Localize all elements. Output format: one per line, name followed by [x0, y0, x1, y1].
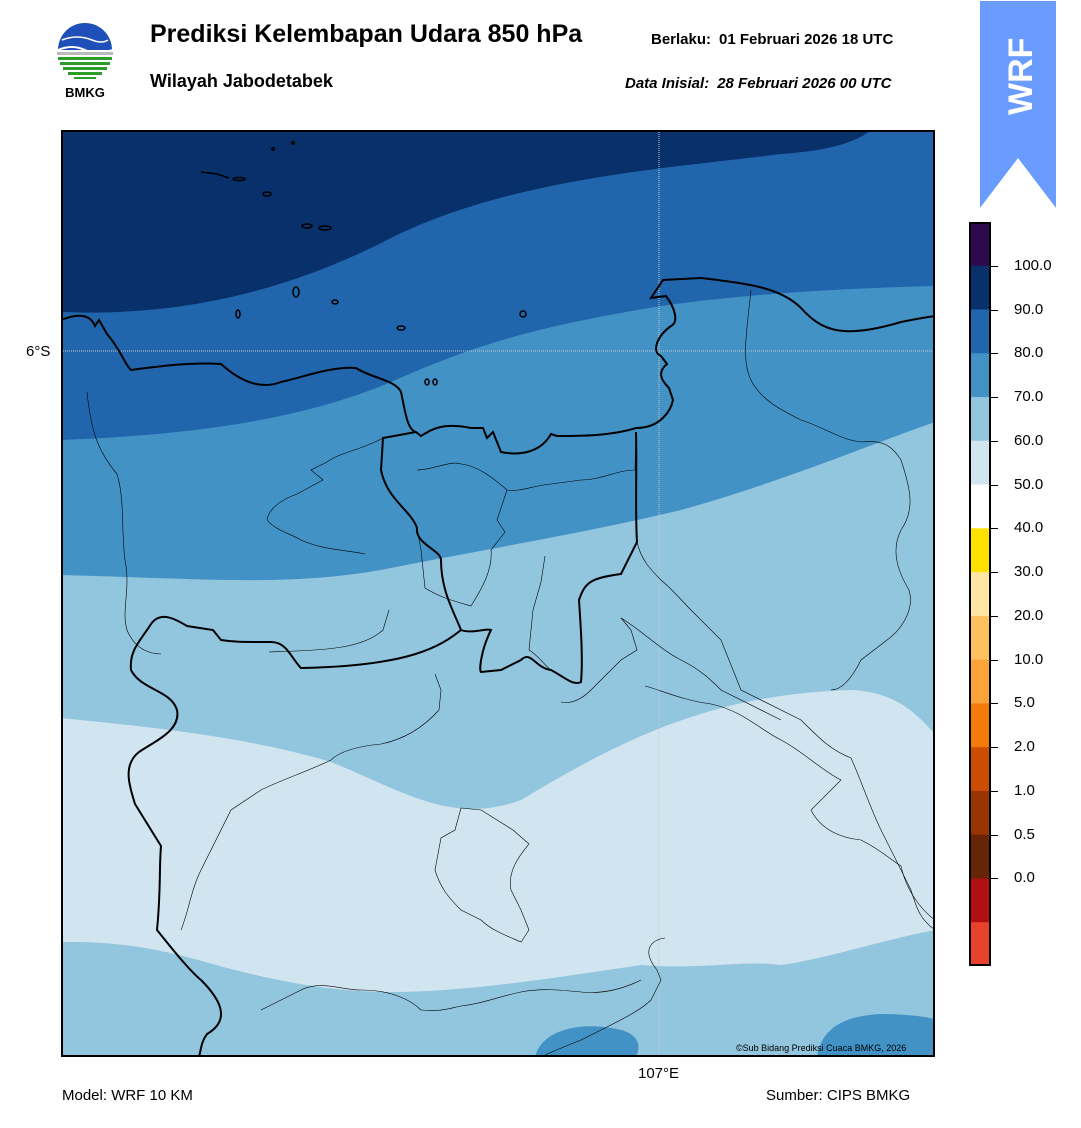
colorbar-swatch: [969, 572, 991, 617]
colorbar: [969, 222, 991, 966]
colorbar-swatch: [969, 528, 991, 573]
wrf-badge-text: WRF: [1002, 38, 1040, 115]
colorbar-swatches: [969, 222, 991, 966]
colorbar-swatch: [969, 834, 991, 879]
colorbar-swatch: [969, 265, 991, 311]
colorbar-swatch: [969, 222, 991, 267]
bmkg-logo-icon: [57, 23, 113, 79]
colorbar-tick: [991, 835, 998, 836]
model-info: Model: WRF 10 KM: [62, 1087, 193, 1104]
init-time-line: Data Inisial: 28 Februari 2026 00 UTC: [625, 75, 891, 92]
colorbar-label: 80.0: [1014, 344, 1044, 361]
regency-boundaries: [86, 289, 935, 1057]
provincial-boundary: [379, 431, 639, 684]
colorbar-tick: [991, 266, 998, 267]
colorbar-tick: [991, 878, 998, 879]
source-info: Sumber: CIPS BMKG: [766, 1087, 911, 1104]
colorbar-label: 70.0: [1014, 388, 1044, 405]
colorbar-tick: [991, 572, 998, 573]
colorbar-label: 60.0: [1014, 432, 1044, 449]
provincial-boundary: [127, 615, 462, 1057]
valid-time-label: Berlaku:: [651, 31, 712, 48]
colorbar-tick: [991, 791, 998, 792]
colorbar-label: 2.0: [1014, 738, 1035, 755]
coastline: [61, 276, 935, 455]
colorbar-swatch: [969, 484, 991, 529]
colorbar-label: 0.0: [1014, 869, 1035, 886]
colorbar-label: 40.0: [1014, 519, 1044, 536]
islands: [200, 140, 527, 386]
humidity-band-50-60: [61, 690, 935, 992]
colorbar-swatch: [969, 747, 991, 792]
colorbar-tick: [991, 310, 998, 311]
colorbar-tick: [991, 660, 998, 661]
colorbar-label: 100.0: [1014, 257, 1052, 274]
colorbar-tick: [991, 703, 998, 704]
colorbar-swatch: [969, 353, 991, 398]
colorbar-tick: [991, 397, 998, 398]
colorbar-swatch: [969, 615, 991, 661]
colorbar-tick: [991, 441, 998, 442]
colorbar-swatch: [969, 878, 991, 923]
colorbar-swatch: [969, 440, 991, 486]
valid-time-value: 01 Februari 2026 18 UTC: [719, 31, 894, 48]
wrf-badge: WRF: [980, 1, 1056, 208]
colorbar-label: 20.0: [1014, 607, 1044, 624]
colorbar-label: 10.0: [1014, 651, 1044, 668]
colorbar-label: 0.5: [1014, 826, 1035, 843]
map-subtitle: Wilayah Jabodetabek: [150, 71, 333, 91]
logo-text: BMKG: [65, 85, 105, 100]
latitude-label: 6°S: [26, 343, 51, 360]
init-time-label: Data Inisial:: [625, 75, 710, 92]
colorbar-tick: [991, 485, 998, 486]
colorbar-label: 50.0: [1014, 476, 1044, 493]
colorbar-label: 5.0: [1014, 694, 1035, 711]
map-frame: [61, 130, 935, 1057]
colorbar-swatch: [969, 922, 991, 966]
longitude-label: 107°E: [638, 1065, 680, 1082]
humidity-map: [61, 130, 935, 1057]
humidity-band-70-80-southeast: [817, 1014, 935, 1057]
valid-time-line: Berlaku: 01 Februari 2026 18 UTC: [651, 31, 893, 48]
colorbar-label: 90.0: [1014, 301, 1044, 318]
colorbar-swatch: [969, 309, 991, 354]
colorbar-label: 1.0: [1014, 782, 1035, 799]
colorbar-swatch: [969, 659, 991, 704]
colorbar-tick: [991, 353, 998, 354]
colorbar-swatch: [969, 790, 991, 836]
colorbar-tick: [991, 616, 998, 617]
map-title: Prediksi Kelembapan Udara 850 hPa: [150, 20, 583, 48]
humidity-band-70-80-south: [535, 1026, 639, 1057]
colorbar-swatch: [969, 397, 991, 442]
copyright-text: ©Sub Bidang Prediksi Cuaca BMKG, 2026: [736, 1043, 907, 1053]
colorbar-label: 30.0: [1014, 563, 1044, 580]
colorbar-swatch: [969, 703, 991, 748]
colorbar-tick: [991, 747, 998, 748]
colorbar-tick: [991, 528, 998, 529]
init-time-value: 28 Februari 2026 00 UTC: [717, 75, 892, 92]
